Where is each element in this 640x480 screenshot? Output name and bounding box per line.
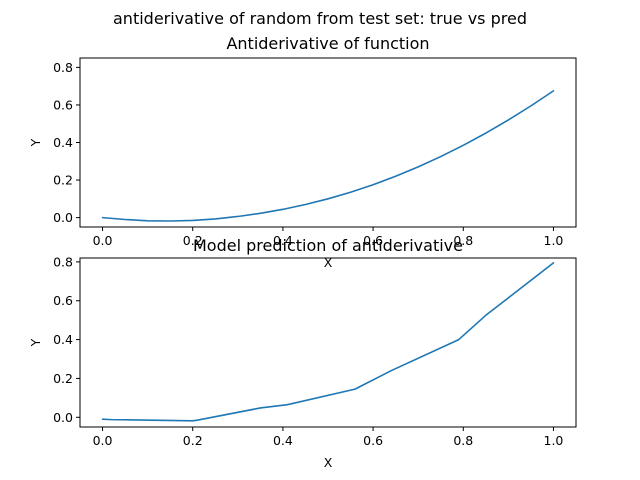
subplot-top-x-tick-label: 0.6 xyxy=(363,233,383,248)
subplot-bottom-frame xyxy=(79,257,577,428)
subplot-top-x-ticks: 0.0 0.2 0.4 0.6 0.8 1.0 xyxy=(93,227,564,248)
subplot-top-series-line xyxy=(101,90,555,222)
subplot-top-x-tick-label: 1.0 xyxy=(544,233,564,248)
subplot-top-ylabel: Y xyxy=(28,138,43,147)
subplot-bottom-y-tick-label: 0.0 xyxy=(53,410,73,425)
subplot-bottom-series-line xyxy=(101,262,555,422)
subplot-bottom-x-tick-label: 0.4 xyxy=(273,433,293,448)
subplot-bottom-lines xyxy=(101,262,555,422)
subplot-bottom-title: Model prediction of antiderivative xyxy=(193,236,463,255)
subplot-bottom-x-ticks: 0.0 0.2 0.4 0.6 0.8 1.0 xyxy=(93,427,564,448)
subplot-bottom-y-tick-label: 0.4 xyxy=(53,332,73,347)
subplot-top: Antiderivative of function 0.0 0.2 0.4 0.6 0… xyxy=(28,34,577,270)
subplot-top-y-tick-label: 0.2 xyxy=(53,173,73,188)
subplot-top-x-tick-label: 0.4 xyxy=(273,233,293,248)
subplot-bottom-x-tick-label: 0.2 xyxy=(183,433,203,448)
subplot-bottom: 0.0 0.2 0.4 0.6 0.8 1.0 0.0 0.2 0.4 0.6 0.8 Model… xyxy=(28,236,577,470)
subplot-top-x-tick-label: 0.2 xyxy=(183,233,203,248)
subplot-bottom-x-tick-label: 1.0 xyxy=(544,433,564,448)
figure-title: antiderivative of random from test set: … xyxy=(113,9,527,28)
subplot-bottom-x-tick-label: 0.0 xyxy=(93,433,113,448)
subplot-bottom-xlabel: X xyxy=(324,455,333,470)
subplot-bottom-y-tick-label: 0.6 xyxy=(53,293,73,308)
subplot-top-x-tick-label: 0.8 xyxy=(453,233,473,248)
subplot-bottom-y-ticks: 0.0 0.2 0.4 0.6 0.8 xyxy=(53,254,80,425)
subplot-top-xlabel: X xyxy=(324,255,333,270)
subplot-bottom-x-tick-label: 0.6 xyxy=(363,433,383,448)
subplot-top-y-ticks: 0.0 0.2 0.4 0.6 0.8 xyxy=(53,60,80,225)
subplot-bottom-x-tick-label: 0.8 xyxy=(453,433,473,448)
subplot-top-x-tick-label: 0.0 xyxy=(93,233,113,248)
subplot-top-y-tick-label: 0.0 xyxy=(53,210,73,225)
subplot-top-frame xyxy=(79,57,577,228)
subplot-bottom-y-tick-label: 0.8 xyxy=(53,254,73,269)
subplot-top-y-tick-label: 0.6 xyxy=(53,97,73,112)
subplot-top-y-tick-label: 0.8 xyxy=(53,60,73,75)
subplot-bottom-ylabel: Y xyxy=(28,338,43,347)
subplot-bottom-y-tick-label: 0.2 xyxy=(53,371,73,386)
subplot-top-title: Antiderivative of function xyxy=(226,34,429,53)
subplot-top-lines xyxy=(101,90,555,222)
subplot-top-y-tick-label: 0.4 xyxy=(53,135,73,150)
